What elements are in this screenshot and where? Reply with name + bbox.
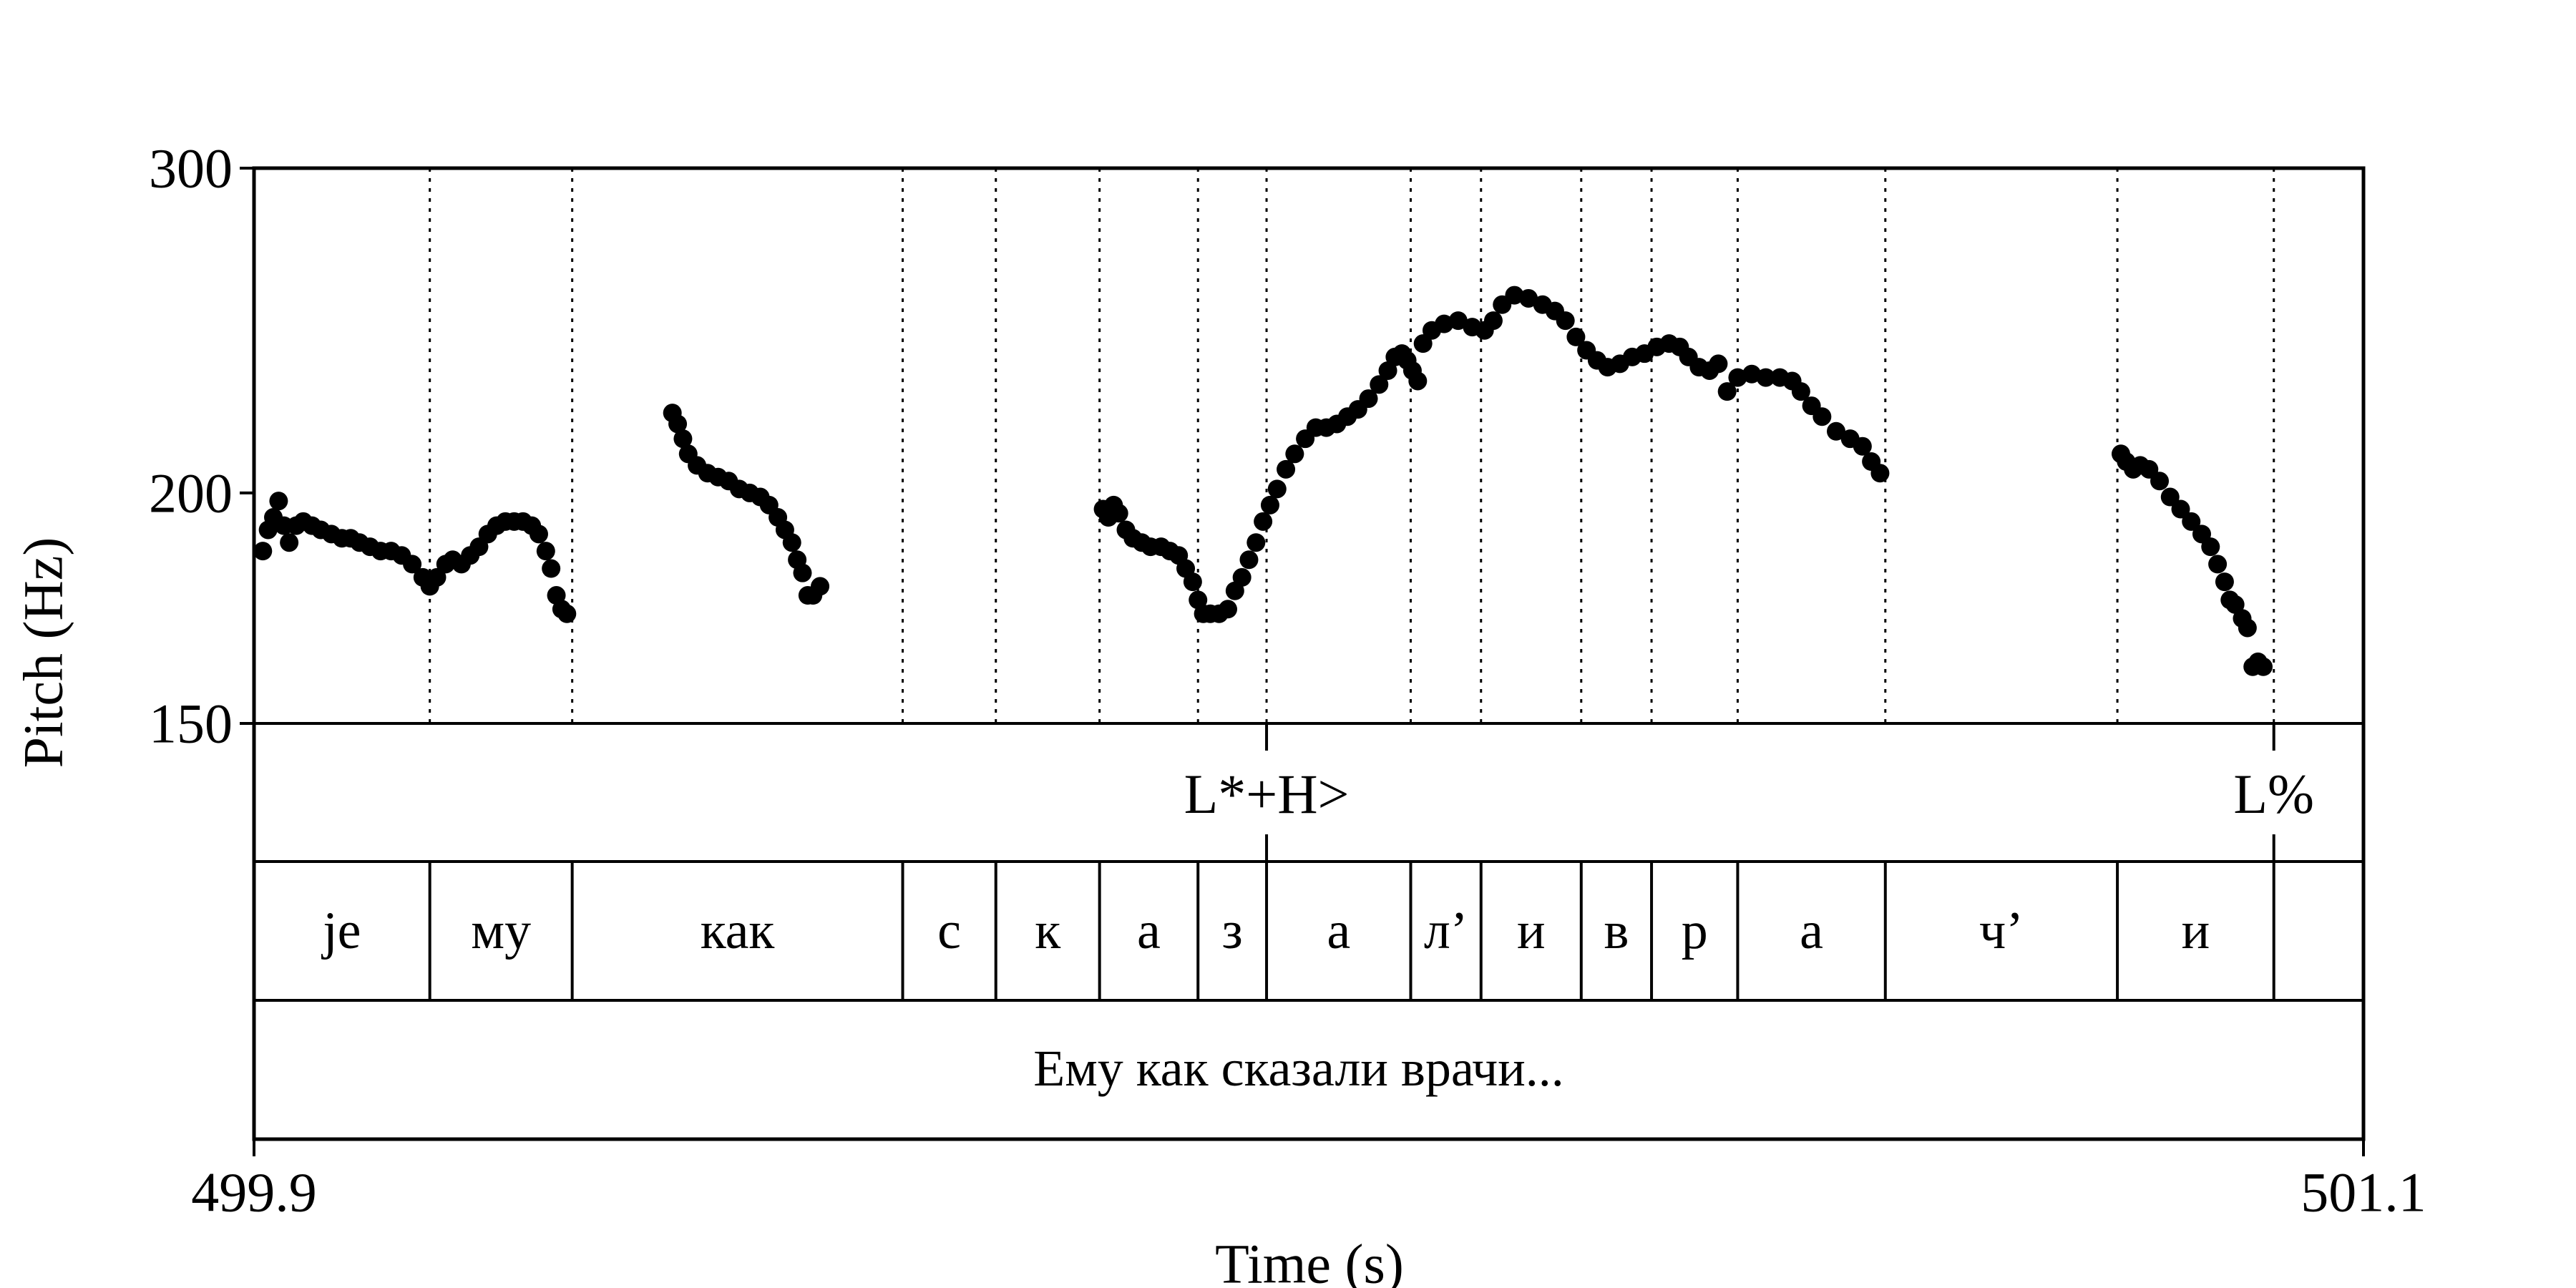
plot-area	[254, 168, 2363, 1139]
pitch-point	[1218, 600, 1237, 619]
pitch-point	[1519, 288, 1538, 308]
pitch-point	[1717, 382, 1737, 401]
x-tick-label: 501.1	[2301, 1161, 2426, 1224]
pitch-point	[427, 567, 447, 587]
pitch-point	[1109, 504, 1128, 523]
segment-label: му	[471, 902, 531, 960]
pitch-point	[536, 542, 555, 561]
pitch-point	[2171, 499, 2190, 519]
pitch-point	[2150, 472, 2170, 491]
segment-label: р	[1682, 902, 1708, 960]
segment-label: и	[1517, 902, 1546, 960]
pitch-point	[811, 577, 830, 596]
pitch-point	[2208, 555, 2228, 574]
y-tick-label: 150	[149, 693, 233, 755]
pitch-point	[269, 492, 288, 511]
pitch-point	[1359, 389, 1378, 409]
pitch-point	[1246, 533, 1266, 552]
sentence-label: Ему как сказали врачи...	[1033, 1040, 1563, 1097]
pitch-point	[1408, 371, 1428, 391]
pitch-point	[529, 525, 548, 544]
plot-border	[252, 166, 2366, 1141]
pitch-point	[1254, 512, 1273, 531]
segment-boundaries	[429, 168, 2275, 723]
pitch-point	[1728, 368, 1747, 387]
segment-label: je	[321, 902, 361, 960]
pitch-point	[280, 533, 299, 552]
pitch-point	[1239, 550, 1259, 570]
pitch-point	[1285, 444, 1304, 464]
pitch-point	[1413, 334, 1433, 353]
pitch-point	[668, 414, 688, 434]
pitch-point	[1709, 354, 1728, 374]
pitch-point	[2238, 618, 2257, 638]
pitch-point	[1183, 572, 1202, 592]
pitch-point	[1505, 286, 1524, 305]
x-tick-label: 499.9	[191, 1161, 317, 1224]
pitch-point	[1756, 368, 1775, 387]
segment-label: в	[1604, 902, 1629, 960]
pitch-point	[1742, 364, 1762, 384]
plot-background	[254, 168, 2363, 1139]
pitch-point	[2182, 512, 2201, 531]
y-tick-label: 200	[149, 462, 233, 524]
plot-frame	[252, 166, 2366, 1141]
segment-label: ч’	[1979, 902, 2024, 960]
y-tick-label: 300	[149, 137, 233, 200]
pitch-point	[1870, 464, 1890, 483]
segment-label: и	[2182, 902, 2210, 960]
pitch-point	[1448, 311, 1468, 331]
segment-label: как	[701, 902, 776, 960]
x-axis-label: Time (s)	[1215, 1233, 1404, 1288]
segment-label: к	[1035, 902, 1061, 960]
segment-label: а	[1800, 902, 1823, 960]
pitch-point	[2201, 537, 2220, 557]
pitch-point	[793, 563, 812, 582]
pitch-point	[1267, 479, 1287, 499]
pitch-point	[1853, 436, 1872, 456]
pitch-point	[673, 429, 693, 449]
segment-label: л’	[1424, 902, 1468, 960]
y-axis-ticks: 300 200 150	[149, 137, 254, 755]
y-axis-label: Pitch (Hz)	[12, 537, 74, 769]
pitch-point	[1435, 314, 1454, 333]
pitch-point	[1566, 327, 1586, 346]
pitch-point	[782, 533, 801, 552]
pitch-point	[2160, 487, 2180, 507]
tone-tier: L*+H> L%	[1184, 723, 2314, 862]
segment-label: а	[1137, 902, 1161, 960]
pitch-point	[1791, 382, 1810, 401]
segment-label: з	[1222, 902, 1243, 960]
pitch-point	[1260, 495, 1279, 514]
pitch-point	[403, 555, 422, 574]
tone-label: L*+H>	[1184, 763, 1350, 825]
x-axis-ticks: 499.9 501.1	[191, 1139, 2426, 1224]
pitch-point	[1827, 421, 1845, 441]
pitch-point	[2225, 595, 2245, 614]
segment-tier: je му как с к а з а л’ и в р а ч’ и	[321, 862, 2275, 1000]
segment-label: с	[937, 902, 961, 960]
pitch-point	[1483, 311, 1503, 331]
pitch-point	[557, 604, 577, 623]
pitch-points	[253, 286, 2273, 676]
pitch-point	[253, 542, 273, 561]
pitch-point	[1813, 407, 1832, 426]
pitch-point	[1556, 311, 1575, 331]
pitch-point	[1232, 567, 1252, 587]
pitch-point	[542, 559, 561, 578]
pitch-point	[1370, 375, 1389, 394]
tone-label: L%	[2233, 763, 2314, 825]
pitch-point	[1277, 459, 1296, 479]
pitch-point	[2253, 657, 2273, 676]
segment-label: а	[1327, 902, 1350, 960]
pitch-point	[2215, 572, 2234, 592]
